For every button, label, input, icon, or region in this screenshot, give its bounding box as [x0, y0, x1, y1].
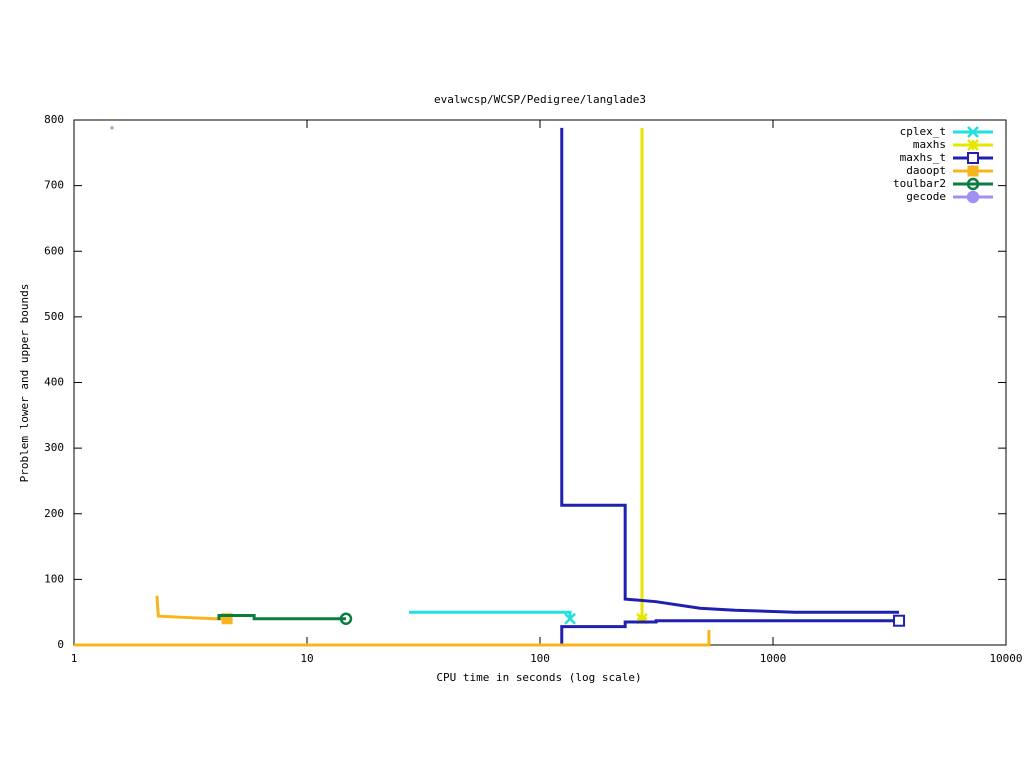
marker: [893, 614, 906, 627]
series-line: [217, 613, 346, 621]
marker: [966, 177, 980, 191]
series-line: [408, 610, 572, 619]
series-point: [110, 126, 114, 130]
legend-label: toulbar2: [893, 177, 946, 190]
y-tick-label: 200: [44, 507, 64, 520]
marker: [221, 613, 233, 625]
marker: [966, 190, 980, 204]
x-tick-label: 10000: [989, 652, 1022, 665]
marker: [967, 126, 979, 138]
marker: [564, 612, 576, 625]
legend-label: maxhs_t: [900, 151, 946, 164]
y-tick-label: 700: [44, 179, 64, 192]
y-tick-label: 600: [44, 244, 64, 257]
series-line: [560, 619, 900, 645]
chart-title: evalwcsp/WCSP/Pedigree/langlade3: [434, 93, 646, 106]
marker: [636, 612, 648, 625]
y-tick-label: 300: [44, 441, 64, 454]
y-tick-label: 800: [44, 113, 64, 126]
series-line: [74, 629, 711, 647]
series-line: [560, 127, 900, 614]
y-axis-label: Problem lower and upper bounds: [18, 284, 31, 483]
x-axis-label: CPU time in seconds (log scale): [436, 671, 641, 684]
y-tick-label: 400: [44, 376, 64, 389]
marker: [967, 152, 979, 164]
marker: [967, 165, 979, 177]
marker: [967, 139, 979, 151]
legend-label: cplex_t: [900, 125, 946, 138]
y-tick-label: 100: [44, 572, 64, 585]
series-line: [155, 595, 228, 621]
y-tick-label: 500: [44, 310, 64, 323]
marker: [339, 612, 353, 625]
legend-label: gecode: [906, 190, 946, 203]
x-tick-label: 10: [300, 652, 313, 665]
plot-frame: [73, 119, 1007, 646]
y-tick-label: 0: [57, 638, 64, 651]
legend-label: daoopt: [906, 164, 946, 177]
x-tick-label: 100: [530, 652, 550, 665]
x-tick-label: 1: [71, 652, 78, 665]
legend-label: maxhs: [913, 138, 946, 151]
x-tick-label: 1000: [760, 652, 787, 665]
